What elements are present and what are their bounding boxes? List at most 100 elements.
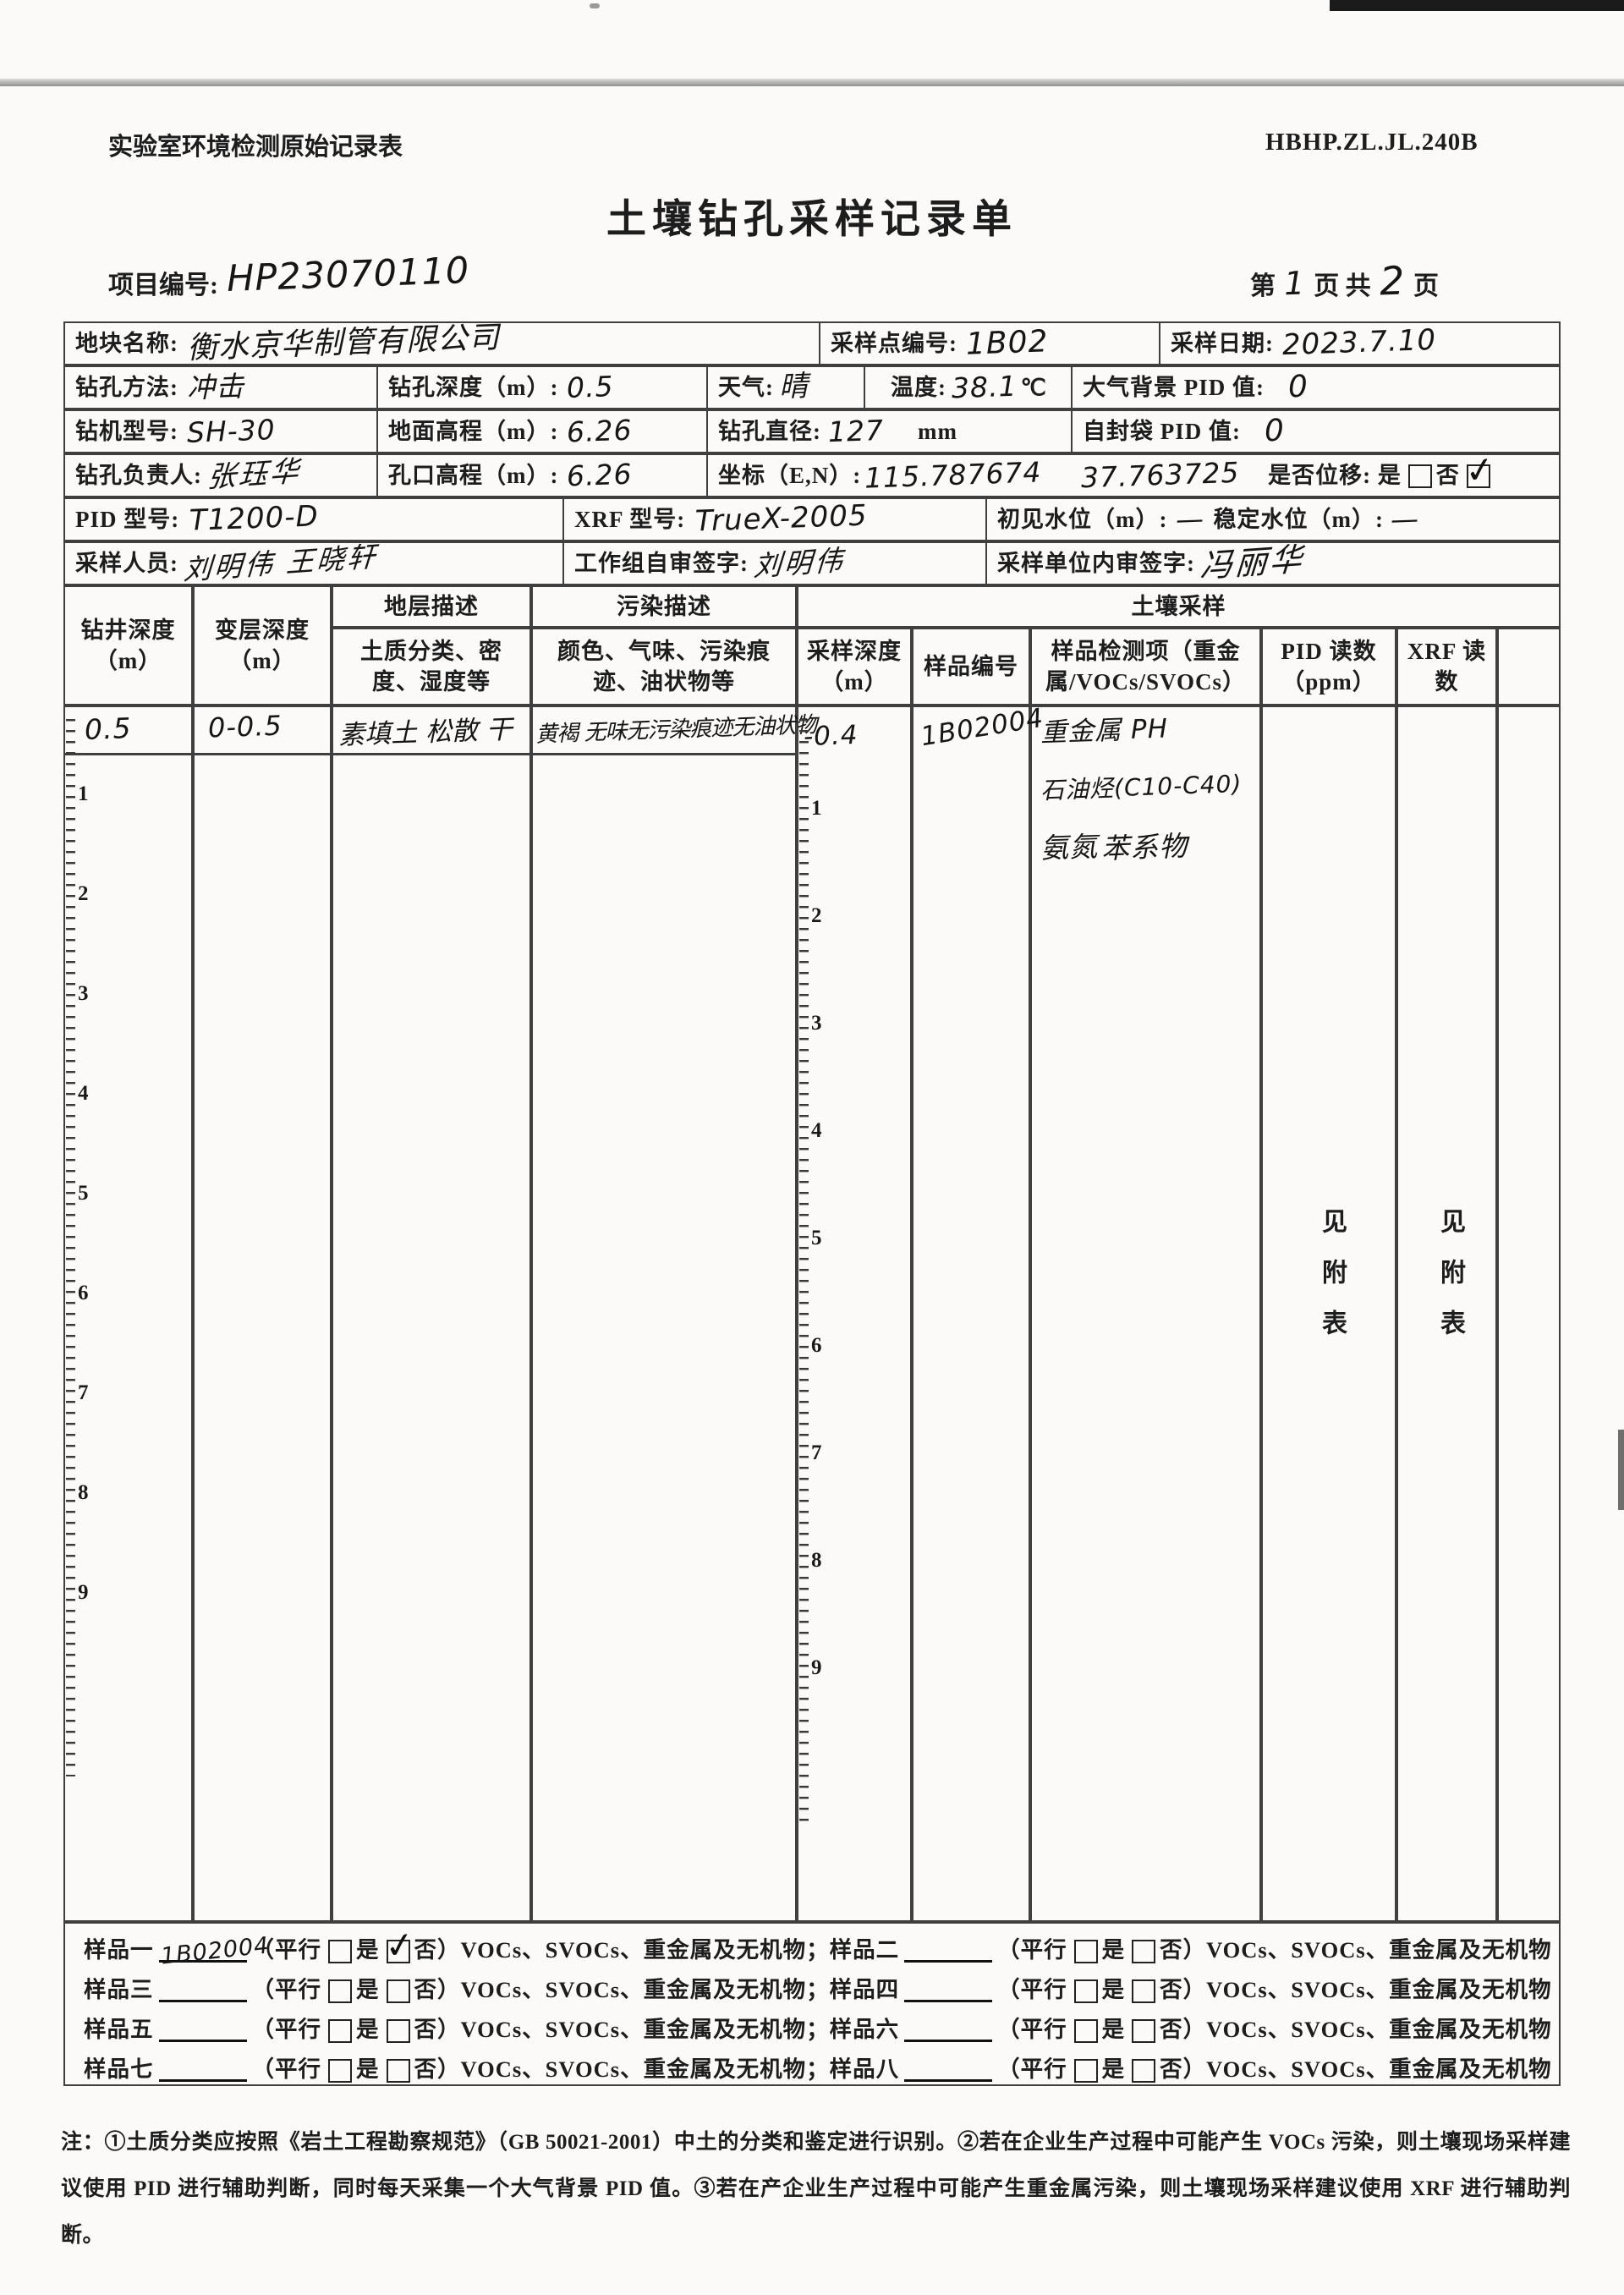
sample-4-blank: [904, 1978, 993, 2002]
sample-5-label: 样品五: [84, 2016, 154, 2042]
sample-7-label: 样品七: [84, 2056, 154, 2082]
body-col-sample-id: [912, 706, 1030, 1922]
cell-ground-elevation: 地面高程（m）: 6.26: [376, 409, 708, 453]
samplers-signature: 刘明伟 王晓轩: [182, 539, 379, 586]
col-header-layer-depth: 变层深度（m）: [193, 585, 332, 706]
scan-artifact-top-line: [0, 79, 1624, 86]
water-stable-value: —: [1390, 502, 1420, 536]
sample-point-label: 采样点编号:: [831, 330, 957, 356]
lab-record-label: 实验室环境检测原始记录表: [108, 134, 403, 161]
row1-strata-value: 素填土 松散 干: [337, 714, 513, 751]
water-first-label: 初见水位（m）:: [997, 506, 1168, 532]
sample-depth-ruler-ticks: [799, 719, 809, 1827]
temperature-label: 温度:: [891, 374, 946, 400]
parallel-prefix: （平行: [997, 1936, 1067, 1963]
cell-pid-model: PID 型号: T1200-D: [63, 497, 564, 541]
temperature-unit: ℃: [1020, 374, 1047, 400]
displacement-no-label: 否: [1435, 462, 1460, 488]
drill-chief-signature: 张珏华: [206, 454, 303, 496]
xrf-see-attached-note: 见附表: [1436, 1208, 1464, 1360]
page-total-value: 2: [1378, 257, 1406, 305]
cell-atmos-pid: 大气背景 PID 值: 0: [1071, 365, 1561, 409]
parallel-yes-label: 是: [356, 2056, 380, 2082]
drill-depth-ruler-ticks: [66, 719, 75, 1776]
drill-method-label: 钻孔方法:: [75, 374, 178, 400]
atmos-pid-value: 0: [1287, 369, 1309, 405]
drill-depth-label: 钻孔深度（m）:: [388, 374, 559, 400]
weather-label: 天气:: [718, 374, 774, 400]
scan-artifact-dot: [590, 3, 600, 8]
scan-artifact-right-sliver: [1618, 1430, 1624, 1510]
hole-elevation-label: 孔口高程（m）:: [388, 462, 559, 488]
sample-2-blank: [904, 1938, 993, 1963]
parallel-yes-label: 是: [1101, 1936, 1126, 1963]
parallel-yes-label: 是: [1101, 2016, 1126, 2042]
project-number-label: 项目编号:: [108, 272, 218, 299]
cell-coordinates: 坐标（E,N）: 115.787674 37.763725 是否位移: 是 否 …: [706, 447, 1561, 497]
sample-6-label: 样品六: [829, 2016, 900, 2042]
displacement-yes-checkbox: [1407, 464, 1432, 488]
sample-5-blank: [158, 2018, 247, 2042]
cell-xrf-model: XRF 型号: TrueX-2005: [562, 497, 987, 541]
sample-3-parallel-yes-checkbox: [328, 1979, 352, 2003]
col-header-sample-id: 样品编号: [912, 628, 1030, 706]
cell-samplers: 采样人员: 刘明伟 王晓轩: [63, 540, 564, 586]
drill-chief-label: 钻孔负责人:: [75, 462, 202, 488]
page-word-1: 第: [1250, 272, 1276, 300]
col-header-xrf-reading: XRF 读数: [1396, 628, 1497, 706]
cell-temperature: 温度: 38.1 ℃: [864, 365, 1073, 409]
parallel-no-label: 否）: [414, 2056, 461, 2082]
internal-review-label: 采样单位内审签字:: [997, 550, 1195, 576]
footnote-text: 注：①土质分类应按照《岩土工程勘察规范》（GB 50021-2001）中土的分类…: [61, 2131, 1571, 2247]
sample-3-parallel-no-checkbox: [386, 1979, 410, 2003]
pid-see-attached-note: 见附表: [1318, 1208, 1346, 1360]
parallel-prefix: （平行: [997, 1976, 1067, 2002]
parallel-prefix: （平行: [251, 2016, 321, 2042]
parallel-no-label: 否）: [1160, 2056, 1207, 2082]
self-review-signature: 刘明伟: [752, 542, 847, 583]
bag-pid-value: 0: [1264, 413, 1286, 449]
parallel-yes-label: 是: [356, 1976, 380, 2002]
self-review-label: 工作组自审签字:: [574, 550, 749, 576]
cell-drill-depth: 钻孔深度（m）: 0.5: [376, 365, 708, 409]
parallel-yes-label: 是: [1101, 2056, 1126, 2082]
cell-drill-chief: 钻孔负责人: 张珏华: [63, 453, 378, 497]
sample-1-value: 1B02004: [159, 1932, 271, 1970]
parallel-prefix: （平行: [251, 2056, 321, 2082]
cell-rig-model: 钻机型号: SH-30: [63, 409, 378, 453]
row1-sample-depth-value: -0.4: [803, 719, 859, 753]
sample-8-label: 样品八: [829, 2056, 900, 2082]
col-header-pollution-group: 污染描述: [531, 585, 797, 628]
parallel-prefix: （平行: [251, 1976, 321, 2002]
body-col-layer-depth: [193, 706, 332, 1922]
page-word-3: 页: [1413, 272, 1439, 300]
parallel-no-label: 否）: [1160, 1936, 1207, 1963]
ground-elevation-value: 6.26: [566, 413, 634, 449]
tests-item: 石油烃(C10-C40): [1040, 769, 1243, 805]
site-name-label: 地块名称:: [75, 330, 178, 356]
sample-1-parallel-yes-checkbox: [328, 1939, 352, 1963]
rig-model-value: SH-30: [186, 412, 277, 449]
drill-depth-value: 0.5: [566, 369, 615, 404]
sample-7-parallel-yes-checkbox: [328, 2058, 352, 2083]
coordinate-n-value: 37.763725: [1080, 455, 1240, 494]
body-col-pollution: [531, 706, 797, 1922]
col-header-tests: 样品检测项（重金属/VOCs/SVOCs）: [1030, 628, 1261, 706]
parallel-no-label: 否）: [414, 1976, 461, 2002]
checklist-line-1: 样品一 1B02004 （平行 是 ✓ 否） VOCs、SVOCs、重金属及无机…: [84, 1922, 1559, 1970]
sample-5-parallel-yes-checkbox: [328, 2018, 352, 2043]
displacement-no-checkbox: ✓: [1462, 447, 1499, 493]
col-header-strata-group: 地层描述: [332, 585, 531, 628]
tests-item: 重金属 PH: [1040, 713, 1169, 749]
body-col-sample-depth: [797, 706, 912, 1922]
sample-2-label: 样品二: [829, 1936, 900, 1963]
body-col-xrf-reading: [1396, 706, 1497, 1922]
sample-1-blank: 1B02004: [158, 1932, 270, 1970]
parallel-prefix: （平行: [997, 2016, 1067, 2042]
water-stable-label: 稳定水位（m）:: [1213, 506, 1384, 532]
cell-internal-review: 采样单位内审签字: 冯丽华: [985, 541, 1561, 585]
displacement-no-checkmark: ✓: [1462, 447, 1499, 493]
parallel-yes-label: 是: [1101, 1976, 1126, 2002]
cell-hole-elevation: 孔口高程（m）: 6.26: [376, 453, 708, 497]
sample-4-label: 样品四: [829, 1976, 900, 2002]
